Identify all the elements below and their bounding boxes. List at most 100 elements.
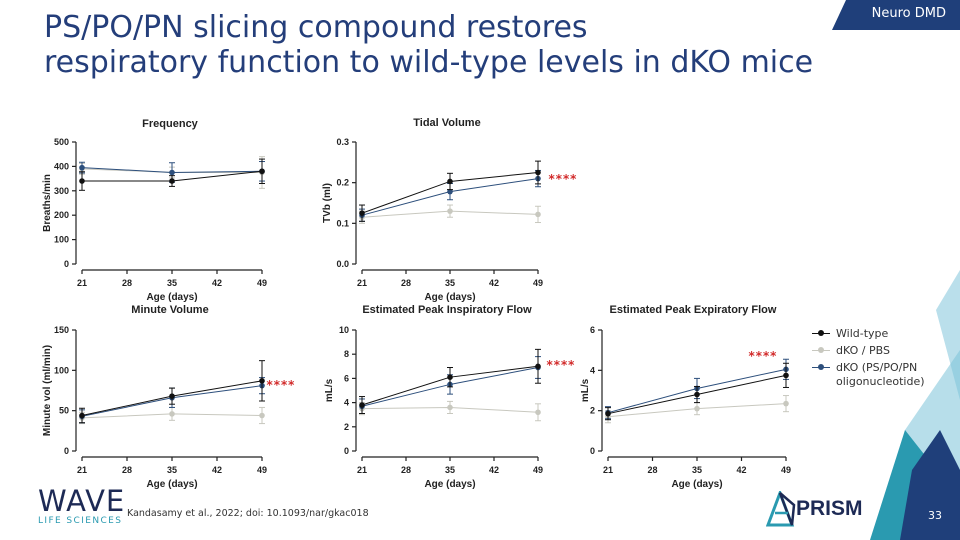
y-tick-label: 500 xyxy=(54,137,69,147)
data-point xyxy=(447,178,453,185)
y-tick-label: 200 xyxy=(54,210,69,220)
chart-title: Estimated Peak Expiratory Flow xyxy=(610,304,777,316)
data-point xyxy=(535,409,541,416)
chart-panel: Estimated Peak Inspiratory Flow 0 2 4 6 8 10 21… xyxy=(324,304,575,490)
legend-label: dKO (PS/PO/PN oligonucleotide) xyxy=(836,361,925,388)
y-tick-label: 4 xyxy=(590,365,595,375)
x-tick-label: 21 xyxy=(357,278,367,288)
significance-annotation: **** xyxy=(548,172,577,186)
chart-title: Minute Volume xyxy=(131,304,208,316)
data-point xyxy=(259,378,265,384)
legend-marker-dko-oligo xyxy=(812,361,830,374)
x-tick-label: 42 xyxy=(736,465,746,475)
data-point xyxy=(359,210,365,216)
x-tick-label: 49 xyxy=(257,465,267,475)
x-axis-label: Age (days) xyxy=(424,479,475,490)
chart-panel: Tidal Volume 0.0 0.1 0.2 0.3 21 28 35 42 49 Age (d… xyxy=(322,117,577,303)
y-tick-label: 300 xyxy=(54,186,69,196)
data-point xyxy=(694,391,700,398)
x-tick-label: 28 xyxy=(401,465,411,475)
y-tick-label: 150 xyxy=(54,325,69,335)
x-tick-label: 28 xyxy=(647,465,657,475)
y-tick-label: 0 xyxy=(344,446,349,456)
y-tick-label: 100 xyxy=(54,235,69,245)
x-tick-label: 28 xyxy=(401,278,411,288)
y-tick-label: 0 xyxy=(590,446,595,456)
data-point xyxy=(79,412,85,419)
y-tick-label: 0.2 xyxy=(336,178,349,188)
citation: Kandasamy et al., 2022; doi: 10.1093/nar… xyxy=(127,508,369,519)
legend-item-wild-type: Wild-type xyxy=(812,327,952,341)
wave-logo-name: WAVE xyxy=(38,484,126,518)
chart-title: Tidal Volume xyxy=(413,117,480,129)
data-point xyxy=(605,410,611,417)
y-tick-label: 100 xyxy=(54,365,69,375)
x-tick-label: 28 xyxy=(122,278,132,288)
x-tick-label: 49 xyxy=(781,465,791,475)
x-tick-label: 21 xyxy=(77,278,87,288)
significance-annotation: **** xyxy=(546,358,575,372)
data-point xyxy=(535,363,541,370)
badge-shape xyxy=(832,0,960,30)
x-tick-label: 42 xyxy=(489,465,499,475)
x-tick-label: 42 xyxy=(212,278,222,288)
data-point xyxy=(259,168,265,175)
slide-title-line1: PS/PO/PN slicing compound restores xyxy=(44,10,588,45)
x-tick-label: 21 xyxy=(603,465,613,475)
data-point xyxy=(169,411,175,417)
y-tick-label: 0.1 xyxy=(336,218,349,228)
slide-title-line2: respiratory function to wild-type levels… xyxy=(44,45,814,80)
y-tick-label: 0.0 xyxy=(336,259,349,269)
y-tick-label: 6 xyxy=(344,373,349,383)
y-tick-label: 6 xyxy=(590,325,595,335)
data-point xyxy=(79,164,85,171)
y-axis-label: Breaths/min xyxy=(42,174,53,232)
data-point xyxy=(535,169,541,176)
x-axis-label: Age (days) xyxy=(424,292,475,303)
x-axis-label: Age (days) xyxy=(671,479,722,490)
x-tick-label: 49 xyxy=(533,278,543,288)
section-badge-label: Neuro DMD xyxy=(871,6,946,21)
data-point xyxy=(447,208,453,214)
data-point xyxy=(535,211,541,218)
x-tick-label: 49 xyxy=(533,465,543,475)
y-tick-label: 8 xyxy=(344,349,349,359)
x-tick-label: 28 xyxy=(122,465,132,475)
data-point xyxy=(169,393,175,399)
x-tick-label: 42 xyxy=(489,278,499,288)
chart-legend: Wild-type dKO / PBS dKO (PS/PO/PN oligon… xyxy=(812,327,952,392)
y-tick-label: 4 xyxy=(344,398,349,408)
slide-title: PS/PO/PN slicing compound restores respi… xyxy=(44,10,813,80)
x-axis-label: Age (days) xyxy=(146,479,197,490)
data-point xyxy=(169,178,175,184)
data-point xyxy=(694,405,700,412)
y-tick-label: 2 xyxy=(344,422,349,432)
wave-logo-subtitle: LIFE SCIENCES xyxy=(38,516,123,526)
legend-item-dko-pbs: dKO / PBS xyxy=(812,344,952,358)
y-axis-label: mL/s xyxy=(324,378,335,402)
prism-logo-text: PRISM xyxy=(796,497,863,520)
y-tick-label: 0 xyxy=(64,259,69,269)
y-tick-label: 10 xyxy=(339,325,349,335)
y-tick-label: 0 xyxy=(64,446,69,456)
chart-panel: Estimated Peak Expiratory Flow 0 2 4 6 21 28 35… xyxy=(580,304,791,490)
x-tick-label: 21 xyxy=(357,465,367,475)
y-axis-label: TVb (ml) xyxy=(322,183,333,223)
legend-label: dKO / PBS xyxy=(836,344,890,357)
x-tick-label: 49 xyxy=(257,278,267,288)
prism-logo-mark xyxy=(765,488,796,527)
chart-panel: Frequency 0 100 200 300 400 500 21 28 35 42 49 Age (… xyxy=(42,118,267,303)
page-number: 33 xyxy=(928,509,942,522)
y-axis-label: mL/s xyxy=(580,378,591,402)
data-point xyxy=(447,188,453,195)
y-tick-label: 0.3 xyxy=(336,137,349,147)
data-point xyxy=(359,402,365,408)
prism-logo: PRISM xyxy=(765,488,872,531)
data-point xyxy=(169,169,175,176)
x-axis-label: Age (days) xyxy=(146,292,197,303)
section-badge: Neuro DMD xyxy=(832,0,960,30)
legend-label: Wild-type xyxy=(836,327,889,340)
data-point xyxy=(447,374,453,380)
